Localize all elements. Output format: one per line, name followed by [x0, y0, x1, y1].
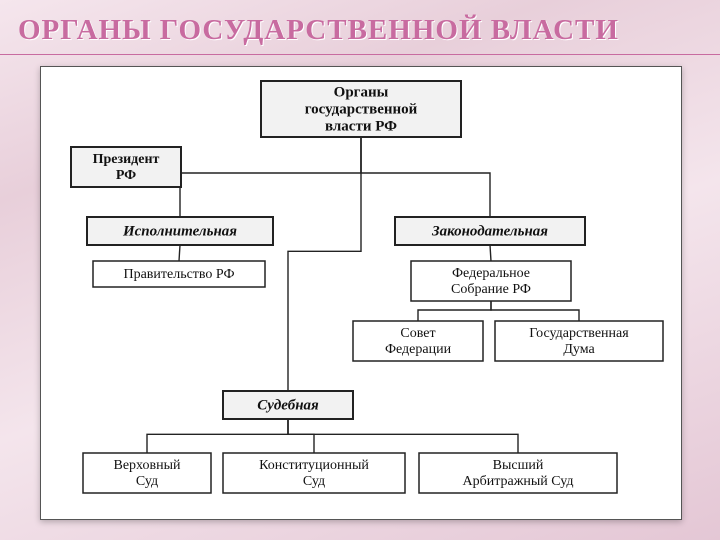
- node-arbit: ВысшийАрбитражный Суд: [419, 453, 617, 493]
- node-label: Исполнительная: [122, 223, 237, 239]
- node-gov: Правительство РФ: [93, 261, 265, 287]
- node-fedsobr: ФедеральноеСобрание РФ: [411, 261, 571, 301]
- node-label: Президент: [93, 152, 160, 167]
- node-label: Арбитражный Суд: [462, 474, 573, 489]
- node-label: власти РФ: [325, 118, 397, 134]
- node-label: РФ: [116, 168, 136, 183]
- node-label: Дума: [563, 342, 595, 357]
- edge: [288, 419, 518, 453]
- edge: [490, 245, 491, 261]
- slide-title: ОРГАНЫ ГОСУДАРСТВЕННОЙ ВЛАСТИ: [18, 14, 619, 47]
- node-root: Органыгосударственнойвласти РФ: [261, 81, 461, 137]
- node-label: Суд: [136, 474, 158, 489]
- node-label: Собрание РФ: [451, 282, 531, 297]
- node-label: Конституционный: [259, 458, 369, 473]
- node-label: Государственная: [529, 326, 629, 341]
- node-label: Законодательная: [431, 223, 548, 239]
- node-label: Правительство РФ: [123, 267, 234, 282]
- org-chart: Органыгосударственнойвласти РФ ПрезидентР…: [41, 67, 681, 519]
- node-label: Органы: [334, 84, 389, 100]
- title-underline: [0, 54, 720, 55]
- node-sovfed: СоветФедерации: [353, 321, 483, 361]
- node-label: Суд: [303, 474, 325, 489]
- edge: [179, 245, 180, 261]
- node-supreme: ВерховныйСуд: [83, 453, 211, 493]
- node-president: ПрезидентРФ: [71, 147, 181, 187]
- node-label: государственной: [305, 101, 418, 117]
- edge: [180, 137, 361, 217]
- node-duma: ГосударственнаяДума: [495, 321, 663, 361]
- diagram-canvas: Органыгосударственнойвласти РФ ПрезидентР…: [40, 66, 682, 520]
- edge: [288, 137, 361, 391]
- edge: [418, 301, 491, 321]
- node-legis: Законодательная: [395, 217, 585, 245]
- node-label: Федерации: [385, 342, 452, 357]
- node-exec: Исполнительная: [87, 217, 273, 245]
- node-label: Высший: [493, 458, 544, 473]
- edge: [361, 137, 490, 217]
- node-label: Совет: [400, 326, 435, 341]
- node-label: Судебная: [257, 397, 319, 413]
- node-label: Федеральное: [452, 266, 530, 281]
- node-label: Верховный: [113, 458, 181, 473]
- node-judic: Судебная: [223, 391, 353, 419]
- node-const: КонституционныйСуд: [223, 453, 405, 493]
- edge: [491, 301, 579, 321]
- edge: [288, 419, 314, 453]
- edge: [147, 419, 288, 453]
